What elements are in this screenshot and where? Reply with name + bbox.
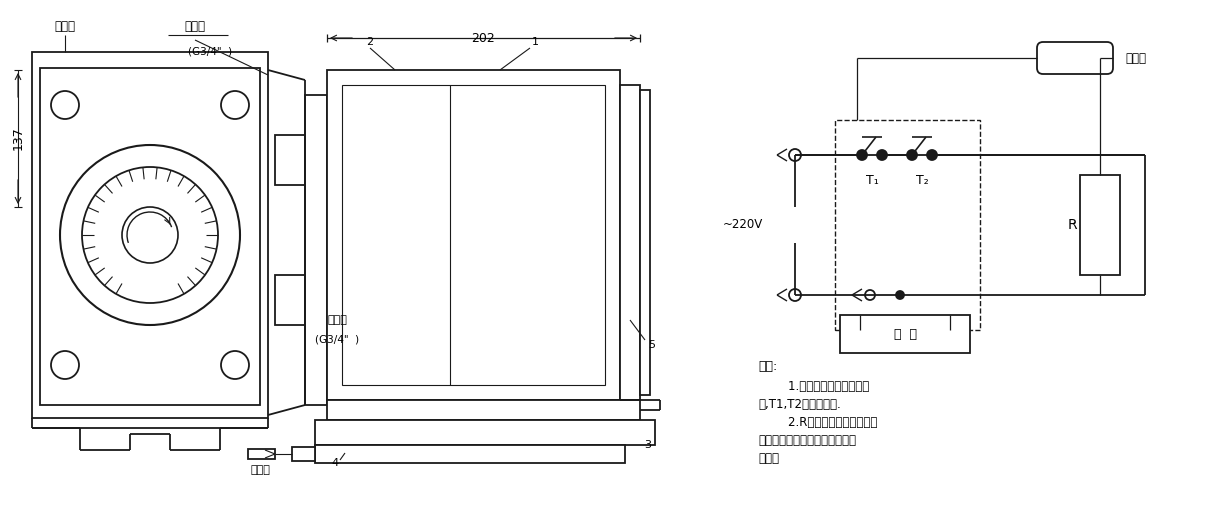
- Text: 说明:: 说明:: [758, 360, 777, 373]
- Circle shape: [221, 351, 249, 379]
- Text: 5: 5: [648, 340, 655, 350]
- Text: 3: 3: [645, 440, 652, 450]
- Text: 器线圈: 器线圈: [758, 452, 779, 465]
- Bar: [248, 449, 275, 459]
- Circle shape: [865, 290, 876, 300]
- Text: 1.虚线框表示温控器接线: 1.虚线框表示温控器接线: [758, 380, 869, 393]
- Bar: [835, 120, 980, 330]
- Text: R: R: [1067, 218, 1077, 232]
- Text: (G3/4"  ): (G3/4" ): [188, 47, 232, 57]
- Circle shape: [857, 150, 867, 160]
- Text: ~220V: ~220V: [723, 219, 763, 231]
- Circle shape: [221, 91, 249, 119]
- Text: 感温包: 感温包: [1125, 52, 1146, 65]
- Text: T₁: T₁: [866, 174, 878, 186]
- Bar: [305, 95, 327, 405]
- Bar: [275, 135, 305, 185]
- Bar: [41, 68, 260, 405]
- Circle shape: [52, 91, 79, 119]
- Text: T₂: T₂: [916, 174, 928, 186]
- FancyBboxPatch shape: [1036, 42, 1113, 74]
- Bar: [292, 447, 316, 461]
- Bar: [275, 275, 305, 325]
- Circle shape: [60, 145, 239, 325]
- Text: 感温包: 感温包: [251, 465, 270, 475]
- Text: 接线口: 接线口: [328, 315, 348, 325]
- Bar: [327, 70, 620, 400]
- Text: 1: 1: [532, 37, 539, 47]
- Text: 带；在三相回路中表示交流接触: 带；在三相回路中表示交流接触: [758, 434, 856, 447]
- Text: 进线点: 进线点: [184, 20, 205, 33]
- Circle shape: [927, 150, 937, 160]
- Text: 盒,T1,T2温控器触点.: 盒,T1,T2温控器触点.: [758, 398, 841, 411]
- Circle shape: [82, 167, 219, 303]
- Bar: [1079, 175, 1120, 275]
- Bar: [32, 52, 268, 418]
- Circle shape: [790, 289, 801, 301]
- Circle shape: [790, 149, 801, 161]
- Bar: [316, 445, 625, 463]
- Text: (G3/4"  ): (G3/4" ): [316, 335, 359, 345]
- Text: 202: 202: [472, 32, 495, 45]
- Text: 4: 4: [332, 458, 339, 468]
- Text: 基础点: 基础点: [54, 20, 75, 33]
- Circle shape: [907, 150, 917, 160]
- Circle shape: [877, 150, 887, 160]
- Text: 2: 2: [366, 37, 373, 47]
- Bar: [620, 85, 640, 400]
- Circle shape: [52, 351, 79, 379]
- Bar: [640, 90, 650, 395]
- Bar: [343, 85, 605, 385]
- Circle shape: [896, 291, 904, 299]
- Circle shape: [122, 207, 178, 263]
- Text: 短  接: 短 接: [894, 328, 916, 340]
- Bar: [316, 420, 655, 445]
- Bar: [327, 400, 640, 420]
- Text: 2.R在单相回路中表示电热: 2.R在单相回路中表示电热: [758, 416, 877, 429]
- Bar: [840, 315, 970, 353]
- Text: 137: 137: [11, 126, 25, 150]
